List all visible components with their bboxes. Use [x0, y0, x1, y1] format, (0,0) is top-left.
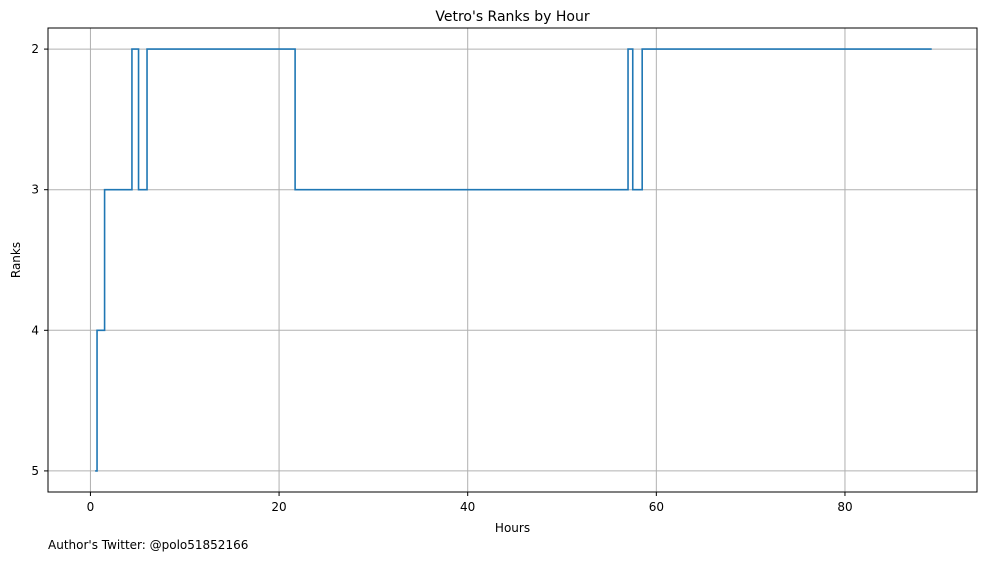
- x-tick-label-20: 20: [271, 500, 286, 514]
- y-axis-label: Ranks: [9, 242, 23, 278]
- x-tick-label-80: 80: [837, 500, 852, 514]
- series-line-ranks: [95, 48, 932, 472]
- chart-title: Vetro's Ranks by Hour: [435, 9, 590, 25]
- x-tick-label-60: 60: [649, 500, 664, 514]
- y-tick-label-2: 2: [31, 42, 39, 56]
- x-tick-label-0: 0: [87, 500, 95, 514]
- x-axis-label: Hours: [495, 521, 530, 535]
- y-axis-ticks: 2 3 4 5: [31, 42, 48, 478]
- author-footnote: Author's Twitter: @polo51852166: [48, 538, 249, 552]
- y-tick-label-4: 4: [31, 323, 39, 337]
- y-tick-label-5: 5: [31, 464, 39, 478]
- y-tick-label-3: 3: [31, 183, 39, 197]
- x-tick-label-40: 40: [460, 500, 475, 514]
- grid-lines: [48, 28, 977, 492]
- plot-area-frame: [47, 27, 978, 493]
- x-axis-ticks: 0 20 40 60 80: [87, 492, 853, 514]
